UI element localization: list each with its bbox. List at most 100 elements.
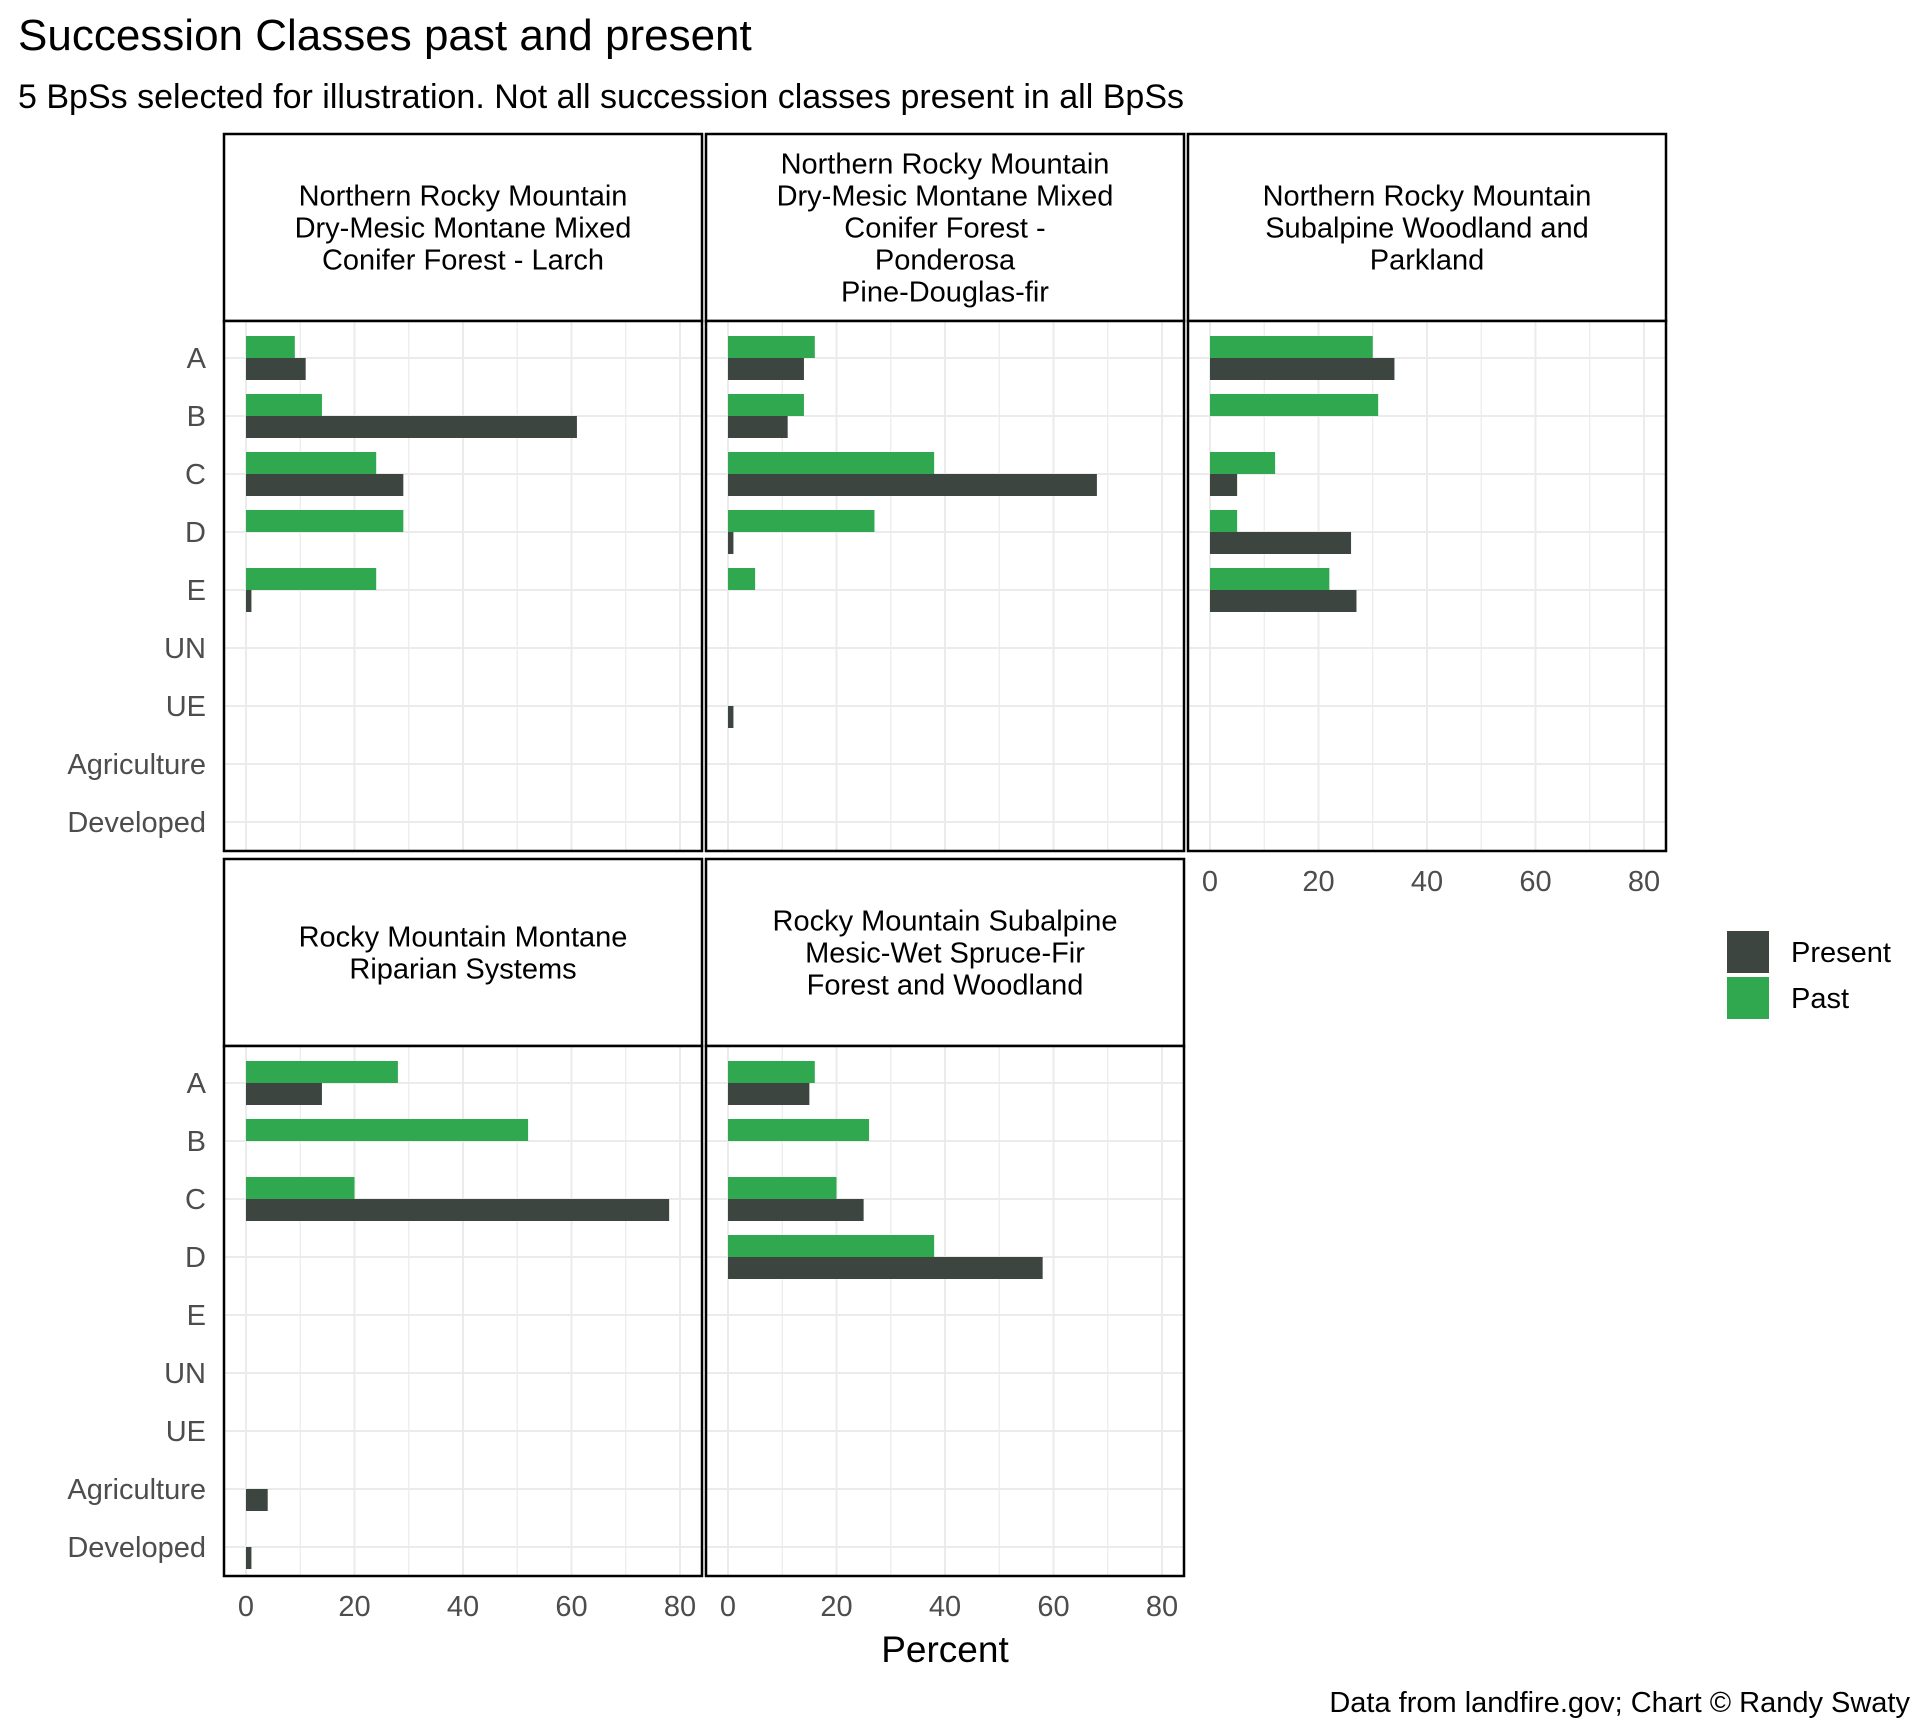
legend-key-present xyxy=(1727,931,1769,973)
y-tick-label: D xyxy=(185,517,206,549)
panel-border xyxy=(222,1044,704,1578)
y-tick-label: UE xyxy=(166,1416,206,1448)
present-bar xyxy=(1210,358,1395,380)
facet-strip-label: Conifer Forest - Larch xyxy=(322,245,604,277)
facet-strip xyxy=(704,857,1186,1048)
present-bar xyxy=(246,590,252,612)
past-bar xyxy=(1210,452,1276,474)
facet-strip-label: Rocky Mountain Montane xyxy=(299,922,628,954)
past-bar xyxy=(728,394,804,416)
y-tick-label: D xyxy=(185,1242,206,1274)
x-tick-label: 60 xyxy=(1519,866,1551,898)
y-tick-label: B xyxy=(187,401,206,433)
present-bar xyxy=(728,1257,1043,1279)
legend: Present Past xyxy=(1727,931,1891,1019)
bars xyxy=(728,1061,1043,1279)
present-bar xyxy=(246,358,306,380)
past-bar xyxy=(246,510,404,532)
x-tick-label: 0 xyxy=(720,1591,736,1623)
facet-strip-label: Northern Rocky Mountain xyxy=(781,149,1110,181)
bars xyxy=(246,336,577,612)
bars xyxy=(246,1061,670,1569)
facet-strip-label: Subalpine Woodland and xyxy=(1265,213,1589,245)
x-tick-label: 80 xyxy=(1146,1591,1178,1623)
past-bar xyxy=(246,452,377,474)
present-bar xyxy=(1210,474,1238,496)
past-bar xyxy=(1210,336,1373,358)
x-axis-title: Percent xyxy=(881,1629,1009,1670)
x-tick-label: 40 xyxy=(447,1591,479,1623)
chart-caption: Data from landfire.gov; Chart © Randy Sw… xyxy=(1329,1687,1910,1719)
present-bar xyxy=(246,1547,252,1569)
facet-strip-label: Rocky Mountain Subalpine xyxy=(773,906,1118,938)
present-bar xyxy=(728,1199,864,1221)
y-tick-label: Developed xyxy=(67,807,206,839)
facet-strip-label: Conifer Forest - xyxy=(844,213,1045,245)
past-bar xyxy=(728,1235,935,1257)
facet-strip-label: Northern Rocky Mountain xyxy=(1263,181,1592,213)
past-bar xyxy=(246,1119,529,1141)
facet-strip-label: Mesic-Wet Spruce-Fir xyxy=(805,938,1085,970)
past-bar xyxy=(246,1061,398,1083)
y-tick-label: E xyxy=(187,1300,206,1332)
facet-strip-label: Pine-Douglas-fir xyxy=(841,277,1049,309)
present-bar xyxy=(728,706,734,728)
past-bar xyxy=(246,1177,355,1199)
x-tick-label: 60 xyxy=(555,1591,587,1623)
bars xyxy=(1210,336,1395,612)
x-tick-label: 20 xyxy=(338,1591,370,1623)
present-bar xyxy=(246,1199,670,1221)
bars xyxy=(728,336,1097,728)
past-bar xyxy=(728,1061,815,1083)
present-bar xyxy=(246,1489,268,1511)
present-bar xyxy=(246,474,404,496)
legend-key-past xyxy=(1727,977,1769,1019)
past-bar xyxy=(728,510,875,532)
present-bar xyxy=(1210,532,1352,554)
present-bar xyxy=(728,474,1097,496)
present-bar xyxy=(246,416,577,438)
y-tick-label: B xyxy=(187,1126,206,1158)
facet-strip-label: Dry-Mesic Montane Mixed xyxy=(777,181,1114,213)
y-tick-label: UN xyxy=(164,1358,206,1390)
chart-title: Succession Classes past and present xyxy=(18,11,752,60)
facet-strip xyxy=(222,132,704,323)
x-tick-label: 0 xyxy=(1202,866,1218,898)
x-tick-label: 0 xyxy=(238,1591,254,1623)
past-bar xyxy=(728,452,935,474)
y-tick-label: E xyxy=(187,575,206,607)
past-bar xyxy=(1210,510,1238,532)
past-bar xyxy=(246,394,322,416)
present-bar xyxy=(728,416,788,438)
y-tick-label: Agriculture xyxy=(67,749,206,781)
present-bar xyxy=(728,1083,810,1105)
facet-strip-label: Dry-Mesic Montane Mixed xyxy=(295,213,632,245)
x-tick-label: 20 xyxy=(820,1591,852,1623)
present-bar xyxy=(246,1083,322,1105)
panel-border xyxy=(704,1044,1186,1578)
past-bar xyxy=(728,1177,837,1199)
x-tick-label: 80 xyxy=(664,1591,696,1623)
panel-border xyxy=(704,319,1186,853)
y-tick-label: UE xyxy=(166,691,206,723)
past-bar xyxy=(728,568,756,590)
past-bar xyxy=(246,336,295,358)
x-tick-label: 40 xyxy=(929,1591,961,1623)
y-tick-label: C xyxy=(185,1184,206,1216)
x-tick-label: 40 xyxy=(1411,866,1443,898)
x-tick-label: 60 xyxy=(1037,1591,1069,1623)
past-bar xyxy=(728,1119,870,1141)
facet-strip-label: Northern Rocky Mountain xyxy=(299,181,628,213)
present-bar xyxy=(728,358,804,380)
legend-label-present: Present xyxy=(1791,937,1891,969)
panel-border xyxy=(222,319,704,853)
facet-strip-label: Ponderosa xyxy=(875,245,1016,277)
past-bar xyxy=(728,336,815,358)
x-tick-label: 80 xyxy=(1628,866,1660,898)
